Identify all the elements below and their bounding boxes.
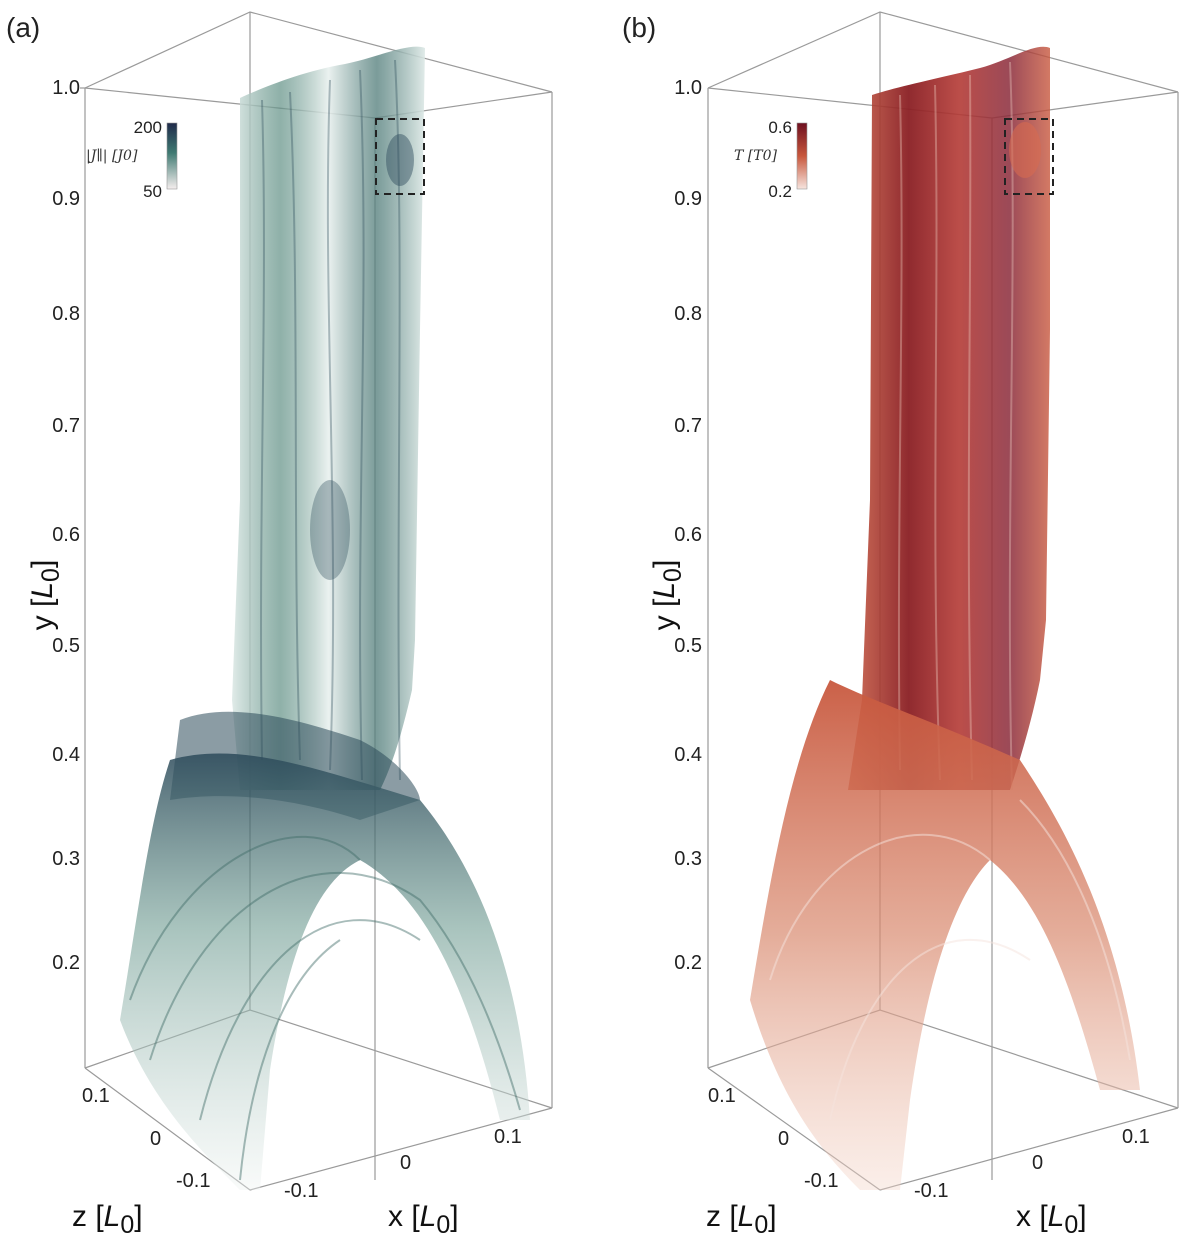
loop-fan bbox=[120, 753, 530, 1190]
z-tick: 0 bbox=[150, 1128, 162, 1150]
y-tick: 0.6 bbox=[674, 524, 702, 546]
column-streaks bbox=[897, 61, 1014, 791]
volume-render-b bbox=[707, 11, 1179, 1191]
y-tick: 0.4 bbox=[52, 744, 80, 766]
y-tick: 0.5 bbox=[52, 635, 80, 657]
y-tick: 1.0 bbox=[674, 77, 702, 99]
z-tick: 0 bbox=[778, 1128, 790, 1150]
panel-b: (b) 0.6 0.2 T [T0] 1.0 0.9 0.8 0.7 0.6 0… bbox=[600, 0, 1200, 1246]
colorbar-min: 50 bbox=[143, 182, 162, 201]
y-tick: 0.3 bbox=[674, 848, 702, 870]
y-axis-label: y [L0] bbox=[648, 559, 687, 631]
z-axis-label: z [L0] bbox=[72, 1200, 143, 1239]
colorbar-b bbox=[796, 122, 808, 190]
colorbar-max: 0.6 bbox=[768, 118, 792, 137]
loop-arcs bbox=[129, 835, 521, 1181]
z-tick: 0.1 bbox=[708, 1085, 736, 1107]
y-tick: 0.7 bbox=[674, 415, 702, 437]
zoom-region-box bbox=[1004, 118, 1054, 195]
y-tick: 0.2 bbox=[674, 952, 702, 974]
y-tick: 0.6 bbox=[52, 524, 80, 546]
y-tick: 0.8 bbox=[52, 303, 80, 325]
y-tick: 0.8 bbox=[674, 303, 702, 325]
z-tick: -0.1 bbox=[176, 1170, 211, 1192]
x-tick: -0.1 bbox=[914, 1180, 949, 1202]
loop-arcs bbox=[769, 799, 1131, 1121]
plasmoid-blob bbox=[386, 134, 414, 186]
colorbar-label: |J∥| [J0] bbox=[86, 148, 138, 164]
y-tick: 0.5 bbox=[674, 635, 702, 657]
y-tick: 0.2 bbox=[52, 952, 80, 974]
colorbar-min: 0.2 bbox=[768, 182, 792, 201]
x-tick: -0.1 bbox=[284, 1180, 319, 1202]
zoom-region-box bbox=[375, 118, 425, 195]
z-axis-label: z [L0] bbox=[706, 1200, 777, 1239]
dark-core bbox=[310, 480, 350, 580]
panel-a: (a) 200 50 |J∥| [J0] 1.0 0.9 0.8 0.7 0.6… bbox=[6, 11, 553, 1239]
volume-render-a bbox=[80, 11, 553, 1191]
colorbar-max: 200 bbox=[133, 118, 162, 137]
colorbar-label: T [T0] bbox=[734, 148, 777, 164]
plasmoid-blob bbox=[1009, 122, 1041, 178]
y-tick: 1.0 bbox=[52, 77, 80, 99]
x-tick: 0 bbox=[1032, 1152, 1044, 1174]
x-tick: 0.1 bbox=[1122, 1126, 1150, 1148]
y-tick: 0.4 bbox=[674, 744, 702, 766]
panel-label: (b) bbox=[622, 12, 657, 43]
y-axis-label: y [L0] bbox=[26, 559, 65, 631]
x-axis-label: x [L0] bbox=[1016, 1200, 1087, 1239]
y-tick: 0.3 bbox=[52, 848, 80, 870]
x-tick: 0 bbox=[400, 1152, 412, 1174]
z-tick: -0.1 bbox=[804, 1170, 839, 1192]
y-tick: 0.9 bbox=[52, 188, 80, 210]
current-column bbox=[232, 46, 425, 790]
loop-fan bbox=[750, 680, 1140, 1190]
column-streaks bbox=[260, 59, 401, 781]
z-tick: 0.1 bbox=[82, 1085, 110, 1107]
x-axis-label: x [L0] bbox=[388, 1200, 459, 1239]
colorbar-a bbox=[166, 122, 178, 190]
temperature-column bbox=[848, 46, 1050, 790]
y-tick: 0.7 bbox=[52, 415, 80, 437]
x-tick: 0.1 bbox=[494, 1126, 522, 1148]
panel-label: (a) bbox=[6, 12, 41, 43]
y-tick: 0.9 bbox=[674, 188, 702, 210]
